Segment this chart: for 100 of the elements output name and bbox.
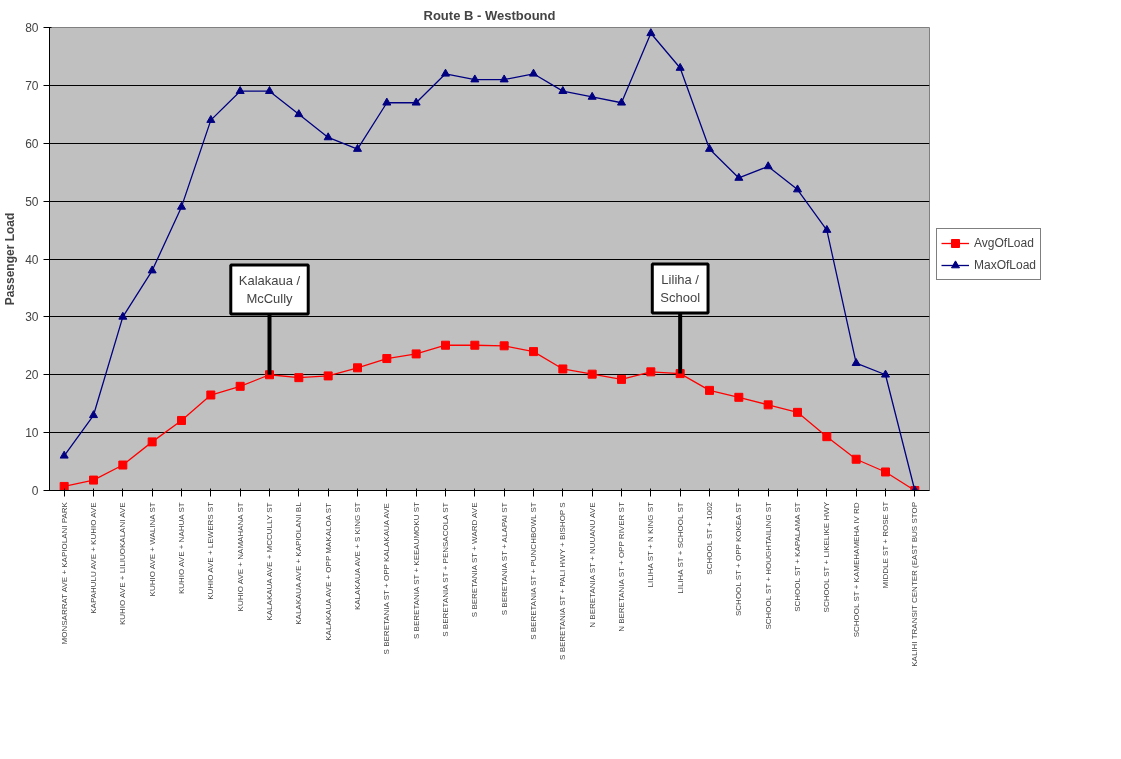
point	[265, 86, 274, 94]
point	[235, 381, 245, 391]
point	[118, 311, 128, 320]
y-tick-label: 0	[31, 484, 39, 498]
point	[499, 341, 509, 351]
point	[558, 364, 568, 374]
point	[441, 68, 450, 77]
point	[881, 369, 890, 378]
x-tick-label: KALAKAUA AVE + MCCULLY ST	[265, 502, 274, 621]
x-tick-label: KALIHI TRANSIT CENTER (EAST BUS STOP	[910, 501, 920, 667]
annotation: Kalakaua / McCully	[238, 273, 301, 307]
point	[206, 390, 216, 400]
annotation: Liliha / School	[660, 271, 701, 305]
point	[587, 369, 597, 379]
x-tick-label: KALAKAUA AVE + S KING ST	[353, 502, 362, 611]
point	[294, 373, 304, 383]
point	[617, 97, 626, 106]
x-tick-label: KUHIO AVE + LILIUOKALANI AVE	[118, 502, 128, 626]
point	[411, 97, 421, 106]
point	[705, 385, 714, 395]
point	[822, 224, 832, 233]
point	[470, 74, 480, 83]
x-tick-label: LILIHA ST + SCHOOL ST	[675, 502, 685, 594]
point	[646, 28, 656, 37]
x-tick-label: S BERETANIA ST + WARD AVE	[470, 502, 480, 618]
point	[206, 114, 216, 123]
x-tick-label: KUHIO AVE + NAHUA ST	[177, 502, 186, 595]
legend-label: MaxOfLoad	[974, 258, 1037, 272]
chart-title: Route B - Westbound	[423, 7, 556, 23]
x-tick-label: S BERETANIA ST + PENSACOLA ST	[441, 502, 450, 637]
x-tick-label: S BERETANIA ST + PUNCHBOWL ST	[529, 502, 538, 640]
point	[705, 143, 714, 152]
x-tick-label: MONSARRAT AVE + KAPIOLANI PARK	[59, 501, 69, 645]
point	[323, 132, 333, 141]
point	[851, 358, 861, 366]
x-tick-label: KUHIO AVE + NAMAHANA ST	[235, 502, 245, 612]
y-tick-label: 60	[25, 136, 39, 151]
x-tick-label: SCHOOL ST + KAPALAMA ST	[793, 502, 802, 612]
point	[353, 363, 362, 373]
point	[382, 354, 392, 364]
point	[558, 86, 568, 94]
y-tick-label: 80	[25, 21, 39, 35]
point	[177, 415, 186, 425]
point	[793, 184, 802, 193]
y-axis-title: Passenger Load	[3, 212, 18, 306]
x-tick-label: S BERETANIA ST + OPP KALAKAUA AVE	[382, 503, 392, 655]
point	[382, 97, 392, 106]
point	[118, 460, 128, 470]
point	[235, 86, 245, 94]
point	[470, 340, 480, 350]
point	[763, 400, 773, 410]
point	[822, 432, 832, 442]
x-tick-label: KUHIO AVE + WALINA ST	[147, 502, 157, 597]
x-tick-label: N BERETANIA ST + NUUANU AVE	[587, 502, 597, 628]
point	[89, 475, 98, 485]
y-tick-label: 70	[25, 78, 39, 93]
x-tick-label: KUHIO AVE + LEWERS ST	[206, 501, 216, 600]
point	[147, 437, 157, 447]
point	[441, 340, 450, 350]
point	[881, 467, 890, 477]
point	[617, 374, 626, 384]
x-tick-label: SCHOOL ST + HOUGHTAILING ST	[763, 501, 773, 630]
x-tick-label: S BERETANIA ST + ALAPAI ST	[499, 502, 509, 616]
point	[294, 109, 304, 118]
point	[177, 201, 186, 210]
x-tick-label: N BERETANIA ST + OPP RIVER ST	[617, 502, 626, 632]
legend-label: AvgOfLoad	[974, 236, 1034, 250]
point	[529, 347, 538, 357]
point	[323, 371, 333, 381]
point	[529, 68, 538, 77]
point	[89, 410, 98, 419]
y-tick-label: 40	[25, 252, 39, 267]
x-tick-label: SCHOOL ST + 1002	[705, 501, 714, 575]
x-tick-label: KALAKAUA AVE + KAPIOLANI BL	[294, 501, 304, 625]
point	[147, 265, 157, 274]
point	[587, 91, 597, 100]
point	[59, 450, 69, 459]
point	[59, 481, 69, 491]
point	[734, 392, 744, 402]
point	[675, 62, 685, 71]
point	[499, 74, 509, 83]
point	[734, 172, 744, 181]
y-tick-label: 30	[25, 310, 39, 325]
point	[763, 161, 773, 170]
x-tick-label: S BERETANIA ST + PALI HWY + BISHOP S	[558, 502, 568, 660]
x-tick-label: SCHOOL ST + LIKELIKE HWY	[822, 501, 832, 613]
x-tick-label: SCHOOL ST + OPP KOKEA ST	[734, 502, 744, 616]
point	[646, 367, 656, 377]
x-tick-label: KAPAHULU AVE + KUHIO AVE	[89, 502, 98, 614]
x-tick-label: S BERETANIA ST + KEEAUMOKU ST	[411, 501, 421, 639]
x-tick-label: MIDDLE ST + ROSE ST	[881, 501, 890, 589]
x-tick-label: KALAKAUA AVE + OPP MAKALOA ST	[323, 502, 333, 641]
point	[411, 349, 421, 359]
x-tick-label: LILIHA ST + N KING ST	[646, 501, 656, 588]
point	[851, 454, 861, 464]
y-tick-label: 10	[25, 426, 39, 441]
point	[793, 407, 802, 417]
point	[353, 143, 362, 152]
x-tick-label: SCHOOL ST + KAMEHAMEHA IV RD	[851, 502, 861, 638]
y-tick-label: 50	[25, 194, 39, 209]
